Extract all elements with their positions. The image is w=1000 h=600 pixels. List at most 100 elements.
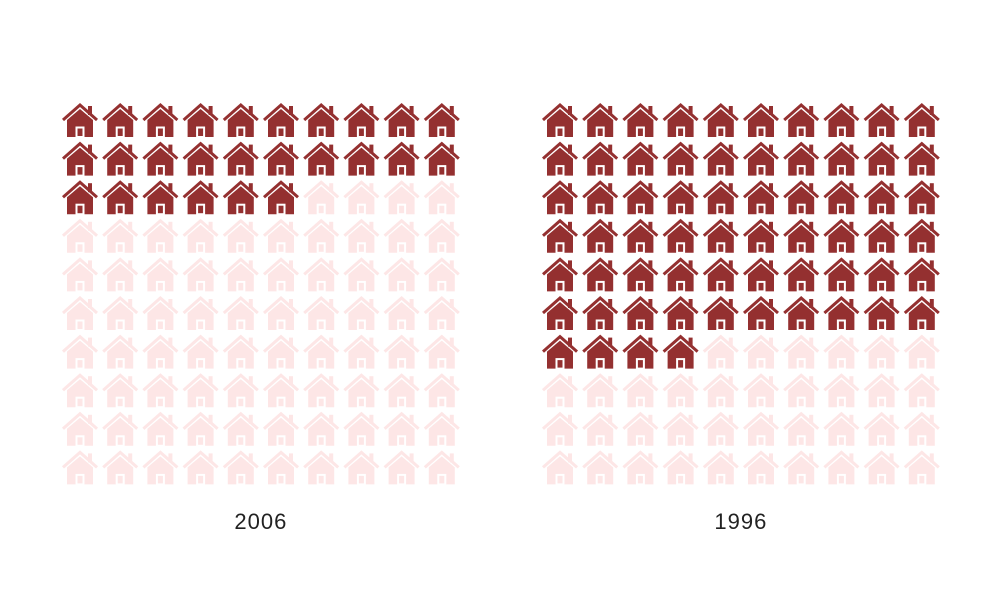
filled-icon: [581, 180, 619, 216]
filled-icon: [222, 142, 260, 178]
empty-icon: [541, 373, 579, 409]
filled-icon: [863, 142, 901, 178]
filled-icon: [101, 142, 139, 178]
empty-icon: [141, 412, 179, 448]
empty-icon: [61, 450, 99, 486]
filled-icon: [782, 180, 820, 216]
empty-icon: [423, 450, 461, 486]
empty-icon: [702, 373, 740, 409]
empty-icon: [903, 373, 941, 409]
filled-icon: [302, 142, 340, 178]
filled-icon: [262, 103, 300, 139]
filled-icon: [541, 103, 579, 139]
filled-icon: [903, 257, 941, 293]
empty-icon: [101, 219, 139, 255]
empty-icon: [262, 296, 300, 332]
empty-icon: [262, 219, 300, 255]
filled-icon: [822, 180, 860, 216]
empty-icon: [662, 412, 700, 448]
empty-icon: [182, 296, 220, 332]
empty-icon: [342, 296, 380, 332]
empty-icon: [342, 373, 380, 409]
filled-icon: [742, 296, 780, 332]
empty-icon: [423, 296, 461, 332]
empty-icon: [141, 257, 179, 293]
filled-icon: [782, 257, 820, 293]
empty-icon: [782, 373, 820, 409]
filled-icon: [541, 257, 579, 293]
filled-icon: [742, 103, 780, 139]
filled-icon: [702, 142, 740, 178]
empty-icon: [863, 335, 901, 371]
empty-icon: [383, 450, 421, 486]
empty-icon: [621, 373, 659, 409]
filled-icon: [621, 335, 659, 371]
empty-icon: [302, 412, 340, 448]
filled-icon: [141, 103, 179, 139]
filled-icon: [182, 142, 220, 178]
empty-icon: [822, 335, 860, 371]
empty-icon: [782, 412, 820, 448]
empty-icon: [383, 257, 421, 293]
filled-icon: [61, 142, 99, 178]
empty-icon: [702, 412, 740, 448]
empty-icon: [742, 450, 780, 486]
empty-icon: [61, 373, 99, 409]
empty-icon: [742, 412, 780, 448]
empty-icon: [822, 412, 860, 448]
empty-icon: [822, 450, 860, 486]
filled-icon: [541, 335, 579, 371]
filled-icon: [742, 180, 780, 216]
empty-icon: [581, 450, 619, 486]
filled-icon: [742, 257, 780, 293]
empty-icon: [662, 450, 700, 486]
empty-icon: [61, 296, 99, 332]
filled-icon: [621, 103, 659, 139]
waffle-grid: [61, 103, 461, 486]
empty-icon: [262, 373, 300, 409]
filled-icon: [581, 219, 619, 255]
empty-icon: [541, 412, 579, 448]
filled-icon: [903, 103, 941, 139]
filled-icon: [903, 219, 941, 255]
empty-icon: [342, 257, 380, 293]
filled-icon: [863, 219, 901, 255]
filled-icon: [782, 142, 820, 178]
empty-icon: [342, 335, 380, 371]
empty-icon: [101, 335, 139, 371]
filled-icon: [101, 103, 139, 139]
filled-icon: [383, 142, 421, 178]
empty-icon: [141, 373, 179, 409]
filled-icon: [581, 257, 619, 293]
empty-icon: [342, 219, 380, 255]
empty-icon: [61, 219, 99, 255]
filled-icon: [581, 142, 619, 178]
empty-icon: [541, 450, 579, 486]
filled-icon: [342, 142, 380, 178]
empty-icon: [423, 180, 461, 216]
waffle-grid: [541, 103, 941, 486]
filled-icon: [822, 142, 860, 178]
filled-icon: [61, 103, 99, 139]
empty-icon: [101, 373, 139, 409]
filled-icon: [822, 296, 860, 332]
empty-icon: [222, 412, 260, 448]
empty-icon: [101, 450, 139, 486]
empty-icon: [423, 412, 461, 448]
filled-icon: [541, 180, 579, 216]
filled-icon: [782, 296, 820, 332]
empty-icon: [662, 373, 700, 409]
filled-icon: [101, 180, 139, 216]
empty-icon: [863, 412, 901, 448]
empty-icon: [141, 335, 179, 371]
empty-icon: [782, 450, 820, 486]
empty-icon: [383, 219, 421, 255]
filled-icon: [662, 296, 700, 332]
filled-icon: [662, 335, 700, 371]
filled-icon: [182, 103, 220, 139]
empty-icon: [101, 296, 139, 332]
filled-icon: [903, 180, 941, 216]
filled-icon: [702, 257, 740, 293]
